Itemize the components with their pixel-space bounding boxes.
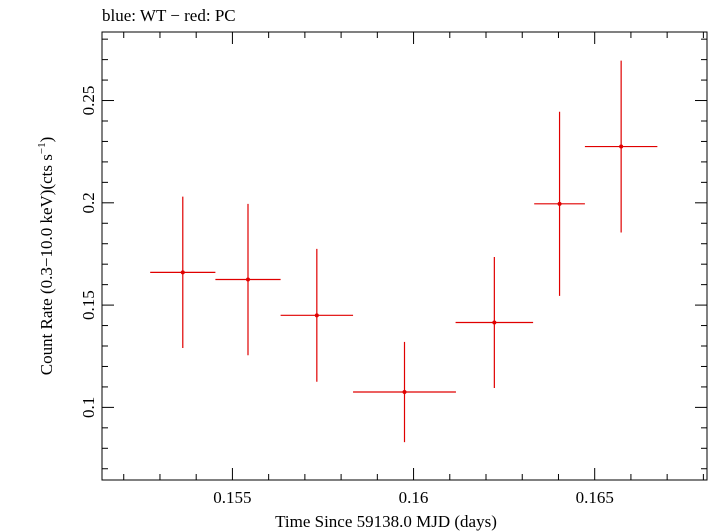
y-tick-label: 0.25 [79, 86, 98, 116]
point-marker [492, 320, 497, 325]
y-axis-title-close: ) [37, 137, 56, 143]
data-point [584, 60, 658, 233]
point-marker [619, 144, 624, 149]
point-marker [245, 277, 250, 282]
point-marker [180, 270, 185, 275]
point-marker [402, 390, 407, 395]
x-tick-label: 0.165 [576, 488, 614, 507]
chart-title: blue: WT − red: PC [102, 6, 236, 25]
y-axis-title: Count Rate (0.3−10.0 keV)(cts s−1) [36, 137, 56, 376]
plot-frame [101, 31, 708, 481]
x-axis-title: Time Since 59138.0 MJD (days) [275, 512, 497, 531]
data-point [215, 203, 281, 356]
y-axis-title-superscript: −1 [36, 142, 48, 154]
data-points [150, 60, 658, 443]
x-tick-label: 0.16 [399, 488, 429, 507]
data-point [353, 341, 456, 443]
axis-tick-labels: 0.155 0.16 0.165 0.1 0.15 0.2 0.25 [79, 86, 614, 507]
y-tick-label: 0.2 [79, 192, 98, 213]
x-tick-label: 0.155 [213, 488, 251, 507]
data-point [534, 111, 585, 296]
y-axis-title-main: Count Rate (0.3−10.0 keV)(cts s [37, 154, 56, 375]
data-point [150, 196, 216, 349]
y-tick-label: 0.1 [79, 397, 98, 418]
axis-ticks [102, 32, 707, 480]
y-tick-label: 0.15 [79, 290, 98, 320]
data-point [455, 257, 534, 388]
point-marker [314, 313, 319, 318]
data-point [280, 248, 354, 382]
point-marker [557, 201, 562, 206]
